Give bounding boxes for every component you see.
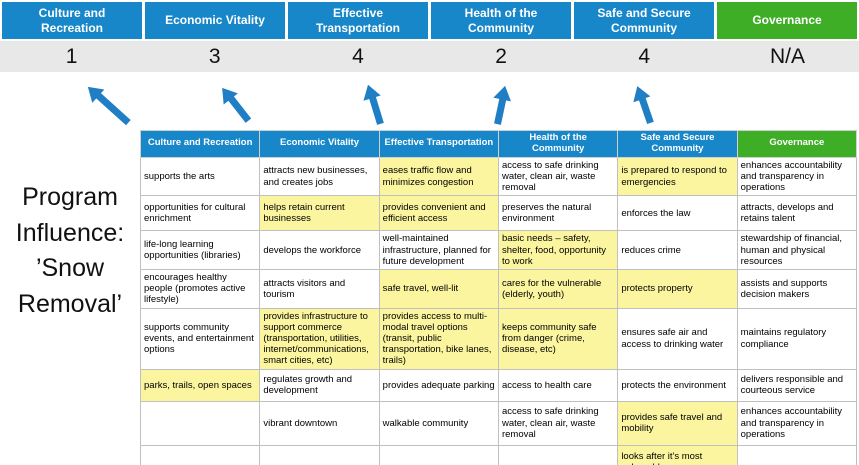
matrix-cell: is prepared to respond to emergencies [617,156,738,197]
matrix-cell: eases traffic flow and minimizes congest… [378,156,499,197]
matrix-cell [259,444,380,465]
matrix-cell: opportunities for cultural enrichment [139,195,261,232]
score-value-4: 4 [638,44,651,68]
score-value-2: 4 [352,44,364,68]
matrix-cell: attracts new businesses, and creates job… [259,156,380,197]
matrix-cell: attracts, develops and retains talent [736,195,858,232]
matrix-cell: supports the arts [139,156,261,197]
matrix-cell: access to health care [497,368,619,402]
matrix-cell: provides infrastructure to support comme… [259,307,380,370]
up-arrow-icon [628,83,659,126]
table-row: supports community events, and entertain… [139,307,858,370]
matrix-cell: access to safe drinking water, clean air… [497,156,619,197]
table-row: parks, trails, open spaces regulates grow… [139,368,858,402]
category-box-2: Effective Transportation [288,2,428,39]
score-band: 1 3 4 2 4 N/A [0,41,859,72]
matrix-cell: well-maintained infrastructure, planned … [378,230,499,271]
up-arrow-icon [488,83,514,126]
matrix-cell: preserves the natural environment [497,195,619,232]
matrix-cell: safe travel, well-lit [378,269,499,309]
matrix-cell [378,444,499,465]
matrix-cell: maintains regulatory compliance [736,307,858,370]
matrix-cell: provides access to multi-modal travel op… [378,307,499,370]
matrix-cell: parks, trails, open spaces [139,368,261,402]
column-header-3: Health of the Community [497,130,619,158]
matrix-cell: cares for the vulnerable (elderly, youth… [497,269,619,309]
matrix-cell: protects property [617,269,738,309]
matrix-cell: delivers responsible and courteous servi… [736,368,858,402]
matrix-cell [139,444,261,465]
matrix-cell: provides safe travel and mobility [617,400,738,446]
table-row: life-long learning opportunities (librar… [139,230,858,271]
score-value-3: 2 [495,44,507,68]
column-header-0: Culture and Recreation [139,130,261,158]
column-header-5: Governance [736,130,858,158]
matrix-cell: enforces the law [617,195,738,232]
up-arrow-icon [215,82,255,126]
matrix-cell: provides adequate parking [378,368,499,402]
table-row: opportunities for cultural enrichment hel… [139,195,858,232]
matrix-cell [497,444,619,465]
category-box-1: Economic Vitality [145,2,285,39]
column-header-2: Effective Transportation [378,130,499,158]
category-box-3: Health of the Community [431,2,571,39]
matrix-cell: stewardship of financial, human and phys… [736,230,858,271]
up-arrow-icon [81,80,134,130]
matrix-cell: enhances accountability and transparency… [736,400,858,446]
column-header-4: Safe and Secure Community [617,130,738,158]
matrix-cell [139,400,261,446]
matrix-cell: attracts visitors and tourism [259,269,380,309]
matrix-cell: life-long learning opportunities (librar… [139,230,261,271]
table-row: looks after it's most vulnerable [139,444,858,465]
table-header-row: Culture and Recreation Economic Vitality E… [139,130,858,158]
matrix-cell: helps retain current businesses [259,195,380,232]
score-value-1: 3 [208,44,221,68]
matrix-cell: encourages healthy people (promotes acti… [139,269,261,309]
category-box-4: Safe and Secure Community [574,2,714,39]
matrix-cell: access to safe drinking water, clean air… [497,400,619,446]
matrix-cell [736,444,858,465]
score-value-5: N/A [769,44,805,68]
category-box-0: Culture and Recreation [2,2,142,39]
influence-matrix-table: Culture and Recreation Economic Vitality E… [139,130,858,465]
table-row: vibrant downtown walkable community access… [139,400,858,446]
category-box-5: Governance [717,2,857,39]
up-arrow-icon [359,82,388,126]
matrix-cell: regulates growth and development [259,368,380,402]
matrix-cell: enhances accountability and transparency… [736,156,858,197]
matrix-cell: vibrant downtown [259,400,380,446]
matrix-cell: basic needs – safety, shelter, food, opp… [497,230,619,271]
matrix-cell: looks after it's most vulnerable [617,444,738,465]
score-value-0: 1 [65,44,78,68]
matrix-cell: reduces crime [617,230,738,271]
matrix-cell: protects the environment [617,368,738,402]
matrix-cell: keeps community safe from danger (crime,… [497,307,619,370]
matrix-cell: provides convenient and efficient access [378,195,499,232]
matrix-cell: ensures safe air and access to drinking … [617,307,738,370]
program-influence-label: Program Influence: ’Snow Removal’ [15,183,125,318]
matrix-cell: assists and supports decision makers [736,269,858,309]
matrix-cell: walkable community [378,400,499,446]
column-header-1: Economic Vitality [259,130,380,158]
table-row: encourages healthy people (promotes acti… [139,269,858,309]
matrix-cell: develops the workforce [259,230,380,271]
category-band: Culture and Recreation Economic Vitality E… [0,2,859,39]
table-row: supports the arts attracts new businesses… [139,156,858,197]
matrix-cell: supports community events, and entertain… [139,307,261,370]
